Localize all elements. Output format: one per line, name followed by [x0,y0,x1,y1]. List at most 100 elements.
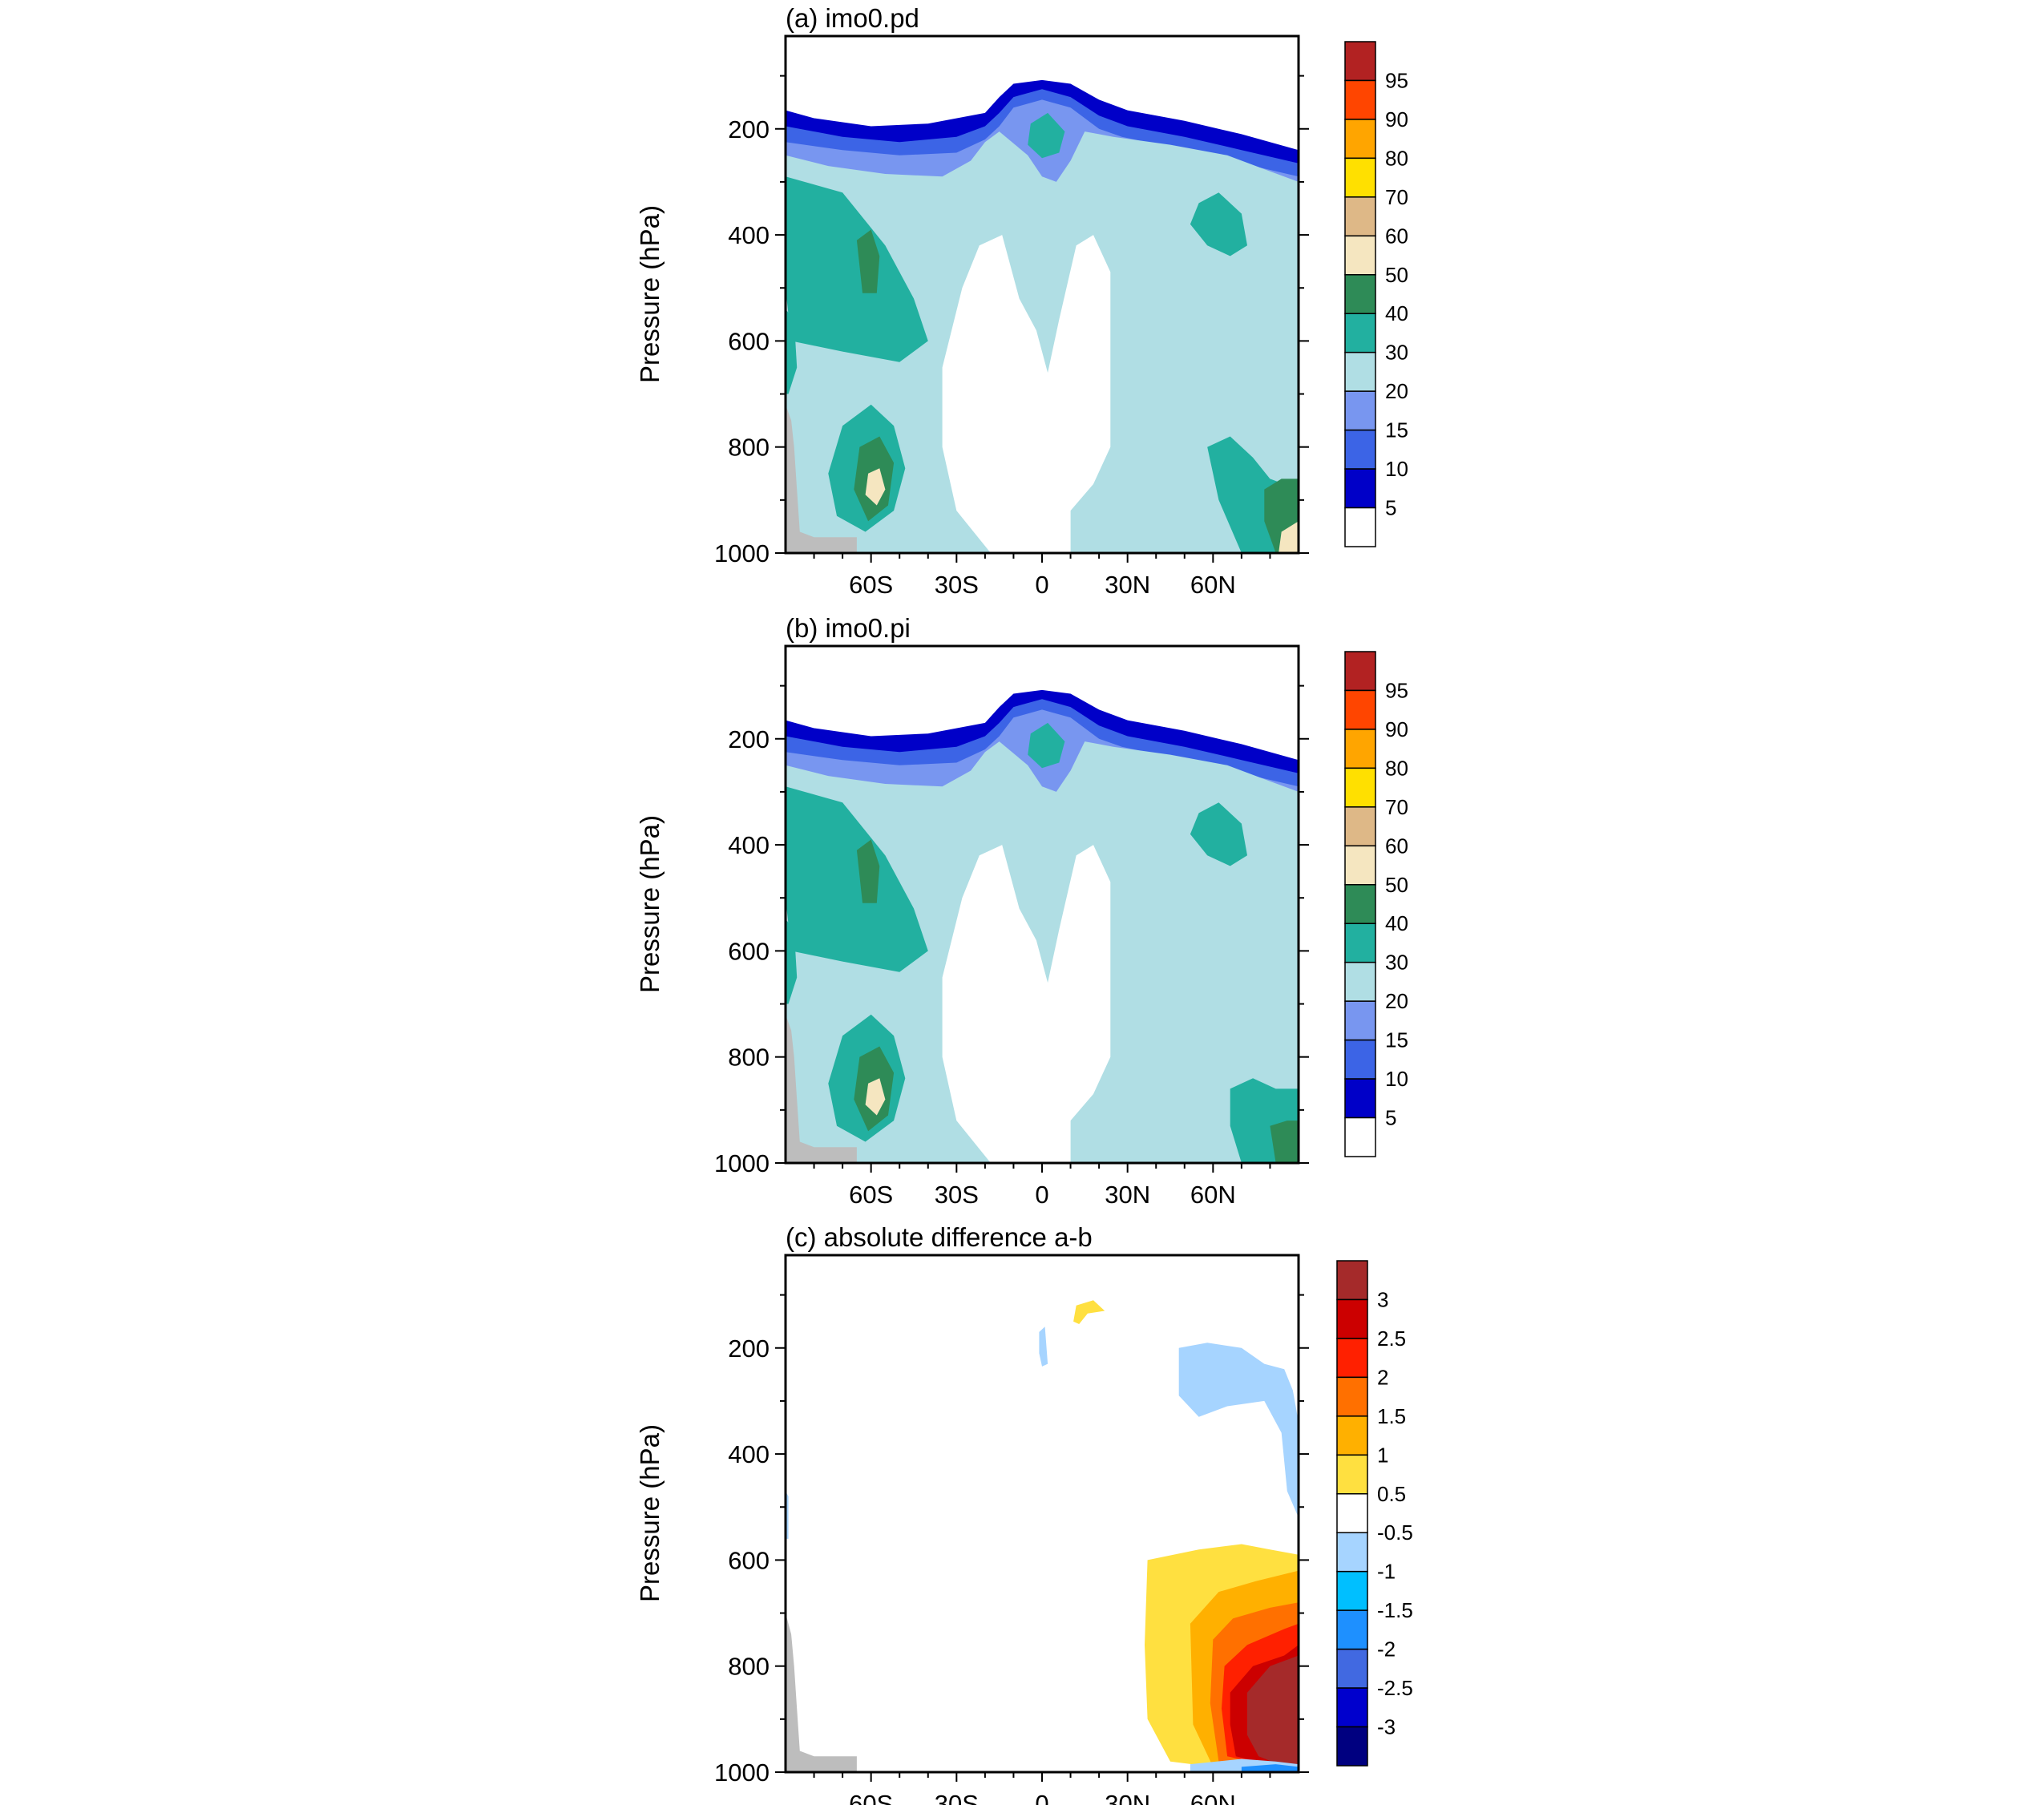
colorbar-label: 15 [1385,418,1408,442]
colorbar-label: 5 [1385,496,1396,520]
contour-plot [786,1255,1299,1772]
contour-blob-30 [786,176,928,362]
colorbar-label: -1.5 [1377,1598,1413,1622]
y-tick-label: 200 [728,725,770,753]
x-tick-label: 60S [849,571,893,599]
x-tick-label: 60S [849,1790,893,1805]
y-tick-label: 600 [728,327,770,355]
colorbar-label: 20 [1385,379,1408,403]
panel-b: (b) imo0.pi Pressure (hPa) 60S 30S 0 30N 60N… [635,613,1408,1209]
colorbar-swatch [1336,1338,1368,1379]
colorbar: -3 -2.5 -2 -1.5 -1 -0.5 0.5 1 1.5 2 2.5 3 [1336,1260,1413,1767]
colorbar-swatch [1344,651,1376,692]
colorbar-swatch [1336,1493,1368,1533]
contour-blob-30 [1028,722,1065,769]
x-tick-label: 30S [935,571,979,599]
colorbar-swatch [1344,729,1376,769]
colorbar-label: 5 [1385,1106,1396,1130]
contour-blob-50 [1279,521,1299,553]
colorbar-swatch [1344,689,1376,730]
colorbar-label: 80 [1385,146,1408,170]
colorbar-label: 80 [1385,756,1408,780]
contour-plot [786,646,1299,1163]
colorbar-label: 15 [1385,1028,1408,1052]
colorbar-swatch [1344,351,1376,392]
colorbar-swatch [1344,235,1376,276]
contour-low-region [942,235,1111,553]
colorbar-swatch [1344,1000,1376,1041]
contour-blob-40 [856,839,880,903]
colorbar-label: 40 [1385,301,1408,325]
colorbar-label: -0.5 [1377,1520,1413,1545]
axes: 60S 30S 0 30N 60N 200 400 600 800 1000 [714,1294,1309,1805]
colorbar-swatch [1344,845,1376,886]
contour-blob-30 [786,786,928,972]
contour-blob-0.5 [1073,1300,1105,1324]
x-tick-label: 0 [1035,571,1048,599]
colorbar-swatch [1336,1648,1368,1689]
colorbar-label: -2.5 [1377,1676,1413,1700]
y-axis-label: Pressure (hPa) [635,205,665,383]
x-tick-label: 60S [849,1181,893,1209]
colorbar-swatch [1336,1298,1368,1339]
topography-mask [786,1014,857,1163]
colorbar-label: -1 [1377,1560,1396,1584]
colorbar-label: 10 [1385,1067,1408,1091]
colorbar-swatch [1344,429,1376,470]
colorbar-label: 10 [1385,457,1408,481]
colorbar-swatch [1336,1260,1368,1301]
contour-blob-50 [865,1078,886,1116]
colorbar-swatch [1344,79,1376,120]
colorbar-label: 2.5 [1377,1326,1406,1351]
contour-blob--2 [1241,1764,1299,1772]
colorbar-label: 1 [1377,1443,1388,1467]
colorbar-swatch [1336,1570,1368,1611]
colorbar-swatch [1336,1532,1368,1573]
colorbar-label: 60 [1385,834,1408,858]
y-tick-label: 600 [728,1546,770,1574]
colorbar-label: 95 [1385,678,1408,702]
colorbar-swatch [1344,157,1376,198]
colorbar-label: 3 [1377,1287,1388,1311]
colorbar-swatch [1344,1078,1376,1119]
y-tick-label: 400 [728,831,770,859]
y-tick-label: 800 [728,1044,770,1072]
colorbar-swatch [1336,1726,1368,1767]
contour-blob-40 [856,229,880,293]
colorbar-swatch [1344,196,1376,237]
colorbar-swatch [1344,961,1376,1002]
colorbar-label: 20 [1385,989,1408,1013]
x-tick-label: 30S [935,1181,979,1209]
colorbar-swatch [1336,1415,1368,1456]
y-tick-label: 800 [728,434,770,462]
colorbar-label: 95 [1385,68,1408,92]
contour-blob-50 [865,468,886,506]
y-tick-label: 1000 [714,539,770,567]
colorbar-swatch [1336,1454,1368,1495]
x-tick-label: 60N [1190,571,1236,599]
contour-blob-30 [786,309,798,394]
colorbar-label: 1.5 [1377,1404,1406,1428]
x-tick-label: 30S [935,1790,979,1805]
y-tick-label: 1000 [714,1149,770,1177]
panel-title: (b) imo0.pi [786,613,911,643]
contour-low-region [942,845,1111,1163]
colorbar-swatch [1344,313,1376,353]
colorbar-swatch [1336,1609,1368,1650]
y-tick-label: 800 [728,1653,770,1681]
colorbar-label: 30 [1385,951,1408,975]
colorbar-label: 60 [1385,224,1408,248]
colorbar-swatch [1344,507,1376,547]
colorbar-label: 70 [1385,185,1408,209]
contour-blob--1 [1178,1343,1299,1518]
colorbar-swatch [1344,390,1376,431]
y-tick-label: 200 [728,115,770,143]
y-tick-label: 400 [728,1440,770,1468]
contour-blob--1 [1039,1326,1048,1367]
panel-title: (c) absolute difference a-b [786,1222,1093,1252]
contour-blob-30 [1190,192,1247,256]
contour-blob-3 [1247,1655,1299,1772]
colorbar-label: 40 [1385,911,1408,935]
colorbar-swatch [1344,923,1376,963]
